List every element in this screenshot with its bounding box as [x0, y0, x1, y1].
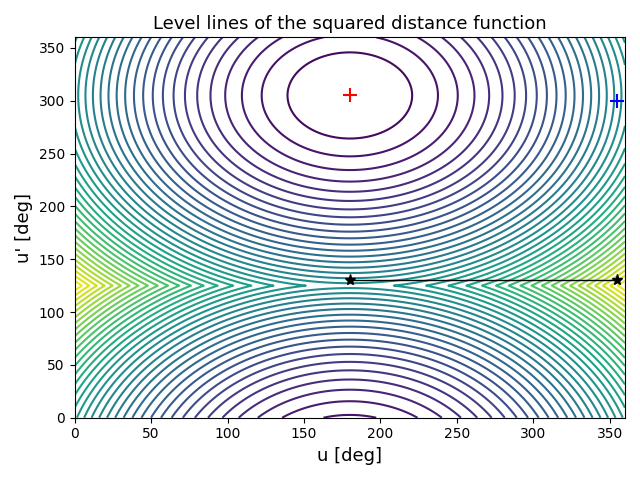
- Title: Level lines of the squared distance function: Level lines of the squared distance func…: [153, 15, 547, 33]
- X-axis label: u [deg]: u [deg]: [317, 447, 382, 465]
- Y-axis label: u' [deg]: u' [deg]: [15, 192, 33, 263]
